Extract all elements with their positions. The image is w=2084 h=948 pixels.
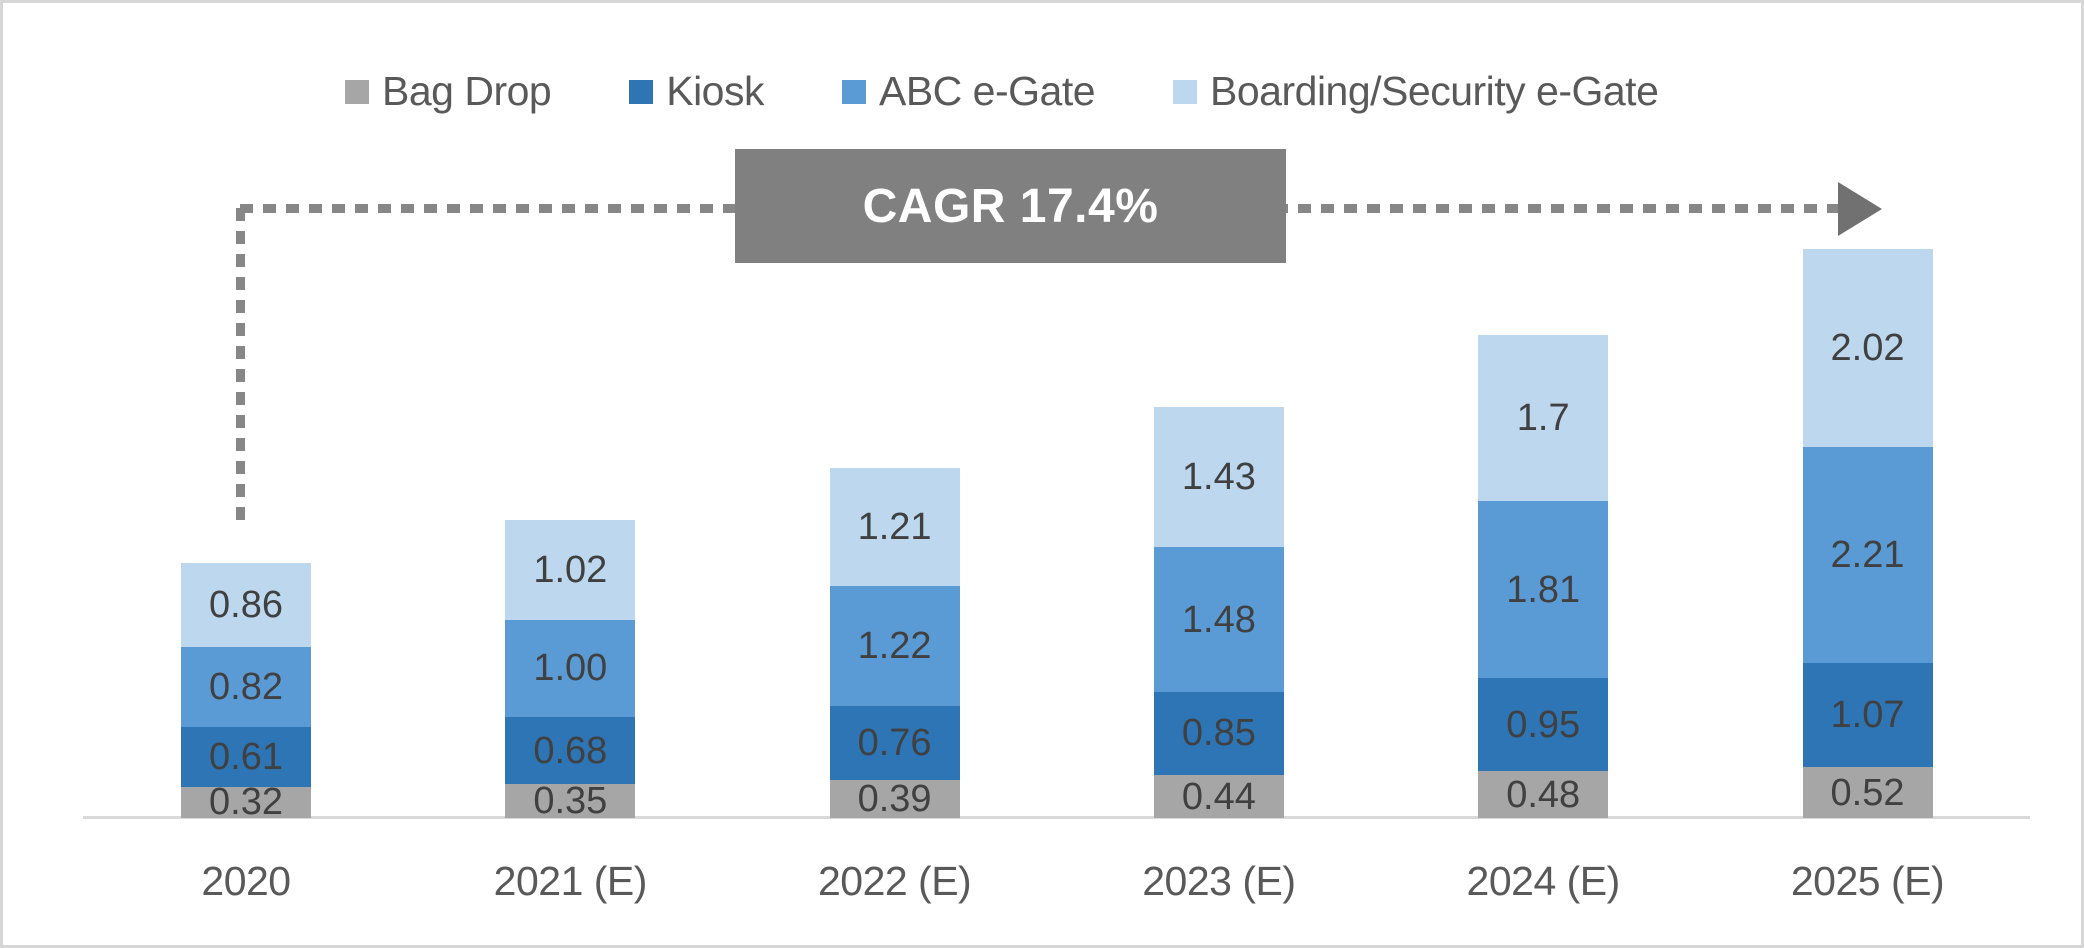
bar-segment-bag-drop: 0.44	[1153, 775, 1284, 818]
bar-segment-kiosk: 0.85	[1153, 691, 1284, 775]
segment-value-label: 0.32	[209, 781, 283, 824]
stacked-bar-2025-e-: 0.52 1.07 2.21 2.02	[1802, 249, 1933, 818]
x-axis-line	[83, 816, 2030, 819]
segment-value-label: 0.52	[1830, 771, 1905, 814]
bar-segment-bag-drop: 0.35	[505, 779, 636, 822]
segment-value-label: 0.35	[533, 779, 608, 822]
bar-segment-abc-e-gate: 0.82	[181, 646, 311, 728]
bar-segment-bag-drop: 0.48	[1478, 771, 1609, 818]
bar-segment-kiosk: 0.95	[1478, 678, 1609, 772]
bar-segment-bag-drop: 0.32	[181, 783, 311, 821]
segment-value-label: 0.44	[1181, 775, 1256, 818]
bar-segment-bag-drop: 0.39	[829, 777, 960, 820]
bar-segment-boarding-security-e-gate: 1.21	[829, 468, 960, 587]
bar-segment-kiosk: 0.76	[829, 705, 960, 780]
legend-swatch-icon	[841, 79, 866, 104]
segment-value-label: 1.00	[533, 647, 608, 690]
segment-value-label: 2.21	[1830, 533, 1905, 576]
cagr-arrow-head-icon	[1838, 182, 1882, 236]
bar-segment-boarding-security-e-gate: 1.43	[1153, 407, 1284, 548]
segment-value-label: 1.21	[857, 506, 932, 549]
segment-value-label: 0.82	[209, 666, 283, 709]
stacked-bar-2020: 0.32 0.61 0.82 0.86	[181, 562, 311, 821]
bar-segment-kiosk: 1.07	[1802, 662, 1933, 768]
segment-value-label: 1.48	[1181, 598, 1256, 641]
bar-segment-boarding-security-e-gate: 0.86	[181, 562, 311, 647]
x-axis-label: 2024 (E)	[1466, 858, 1621, 904]
stacked-bar-2021-e-: 0.35 0.68 1.00 1.02	[505, 519, 636, 822]
bar-segment-abc-e-gate: 1.48	[1153, 547, 1284, 692]
segment-value-label: 1.22	[857, 624, 932, 667]
x-axis-label: 2022 (E)	[817, 858, 972, 904]
segment-value-label: 0.39	[857, 777, 932, 820]
segment-value-label: 1.7	[1516, 397, 1570, 440]
cagr-arrow-line-vertical	[236, 208, 245, 530]
legend-item-bag-drop: Bag Drop	[345, 68, 552, 115]
legend: Bag Drop Kiosk ABC e-Gate Boarding/Security…	[345, 68, 1659, 115]
stacked-bar-2022-e-: 0.39 0.76 1.22 1.21	[829, 468, 960, 820]
segment-value-label: 0.68	[533, 729, 608, 772]
segment-value-label: 0.48	[1506, 773, 1581, 816]
cagr-annotation-label: CAGR 17.4%	[862, 179, 1159, 233]
legend-label: Boarding/Security e-Gate	[1210, 68, 1659, 114]
bar-segment-abc-e-gate: 1.22	[829, 586, 960, 706]
segment-value-label: 1.81	[1506, 568, 1581, 611]
legend-item-boarding-security-e-gate: Boarding/Security e-Gate	[1173, 68, 1659, 115]
x-axis-label: 2023 (E)	[1142, 858, 1296, 904]
legend-item-abc-e-gate: ABC e-Gate	[841, 68, 1096, 115]
bar-segment-kiosk: 0.68	[505, 717, 636, 784]
x-axis-label: 2025 (E)	[1790, 858, 1945, 904]
bar-segment-boarding-security-e-gate: 2.02	[1802, 249, 1933, 447]
legend-swatch-icon	[629, 79, 654, 104]
x-axis-label: 2020	[201, 858, 291, 904]
bar-segment-abc-e-gate: 1.81	[1478, 501, 1609, 679]
legend-item-kiosk: Kiosk	[629, 68, 764, 115]
segment-value-label: 1.07	[1830, 693, 1905, 736]
stacked-bar-2023-e-: 0.44 0.85 1.48 1.43	[1153, 407, 1284, 818]
x-axis-label: 2021 (E)	[493, 858, 648, 904]
bar-segment-boarding-security-e-gate: 1.02	[505, 519, 636, 620]
segment-value-label: 0.85	[1181, 712, 1256, 755]
legend-label: Bag Drop	[382, 68, 552, 114]
cagr-annotation-box: CAGR 17.4%	[735, 149, 1286, 263]
stacked-bar-2024-e-: 0.48 0.95 1.81 1.7	[1478, 335, 1609, 818]
legend-swatch-icon	[1173, 79, 1198, 104]
bar-segment-boarding-security-e-gate: 1.7	[1478, 335, 1609, 502]
bar-segment-kiosk: 0.61	[181, 727, 311, 787]
legend-label: ABC e-Gate	[878, 68, 1096, 114]
segment-value-label: 2.02	[1830, 326, 1905, 369]
segment-value-label: 0.95	[1506, 703, 1581, 746]
segment-value-label: 0.61	[209, 735, 283, 778]
legend-swatch-icon	[345, 79, 369, 104]
bar-segment-abc-e-gate: 1.00	[505, 619, 636, 718]
legend-label: Kiosk	[666, 68, 764, 114]
bar-segment-abc-e-gate: 2.21	[1802, 446, 1933, 663]
segment-value-label: 0.76	[857, 721, 932, 764]
segment-value-label: 1.02	[533, 548, 608, 591]
segment-value-label: 1.43	[1181, 456, 1256, 499]
segment-value-label: 0.86	[209, 583, 283, 626]
bar-segment-bag-drop: 0.52	[1802, 767, 1933, 818]
